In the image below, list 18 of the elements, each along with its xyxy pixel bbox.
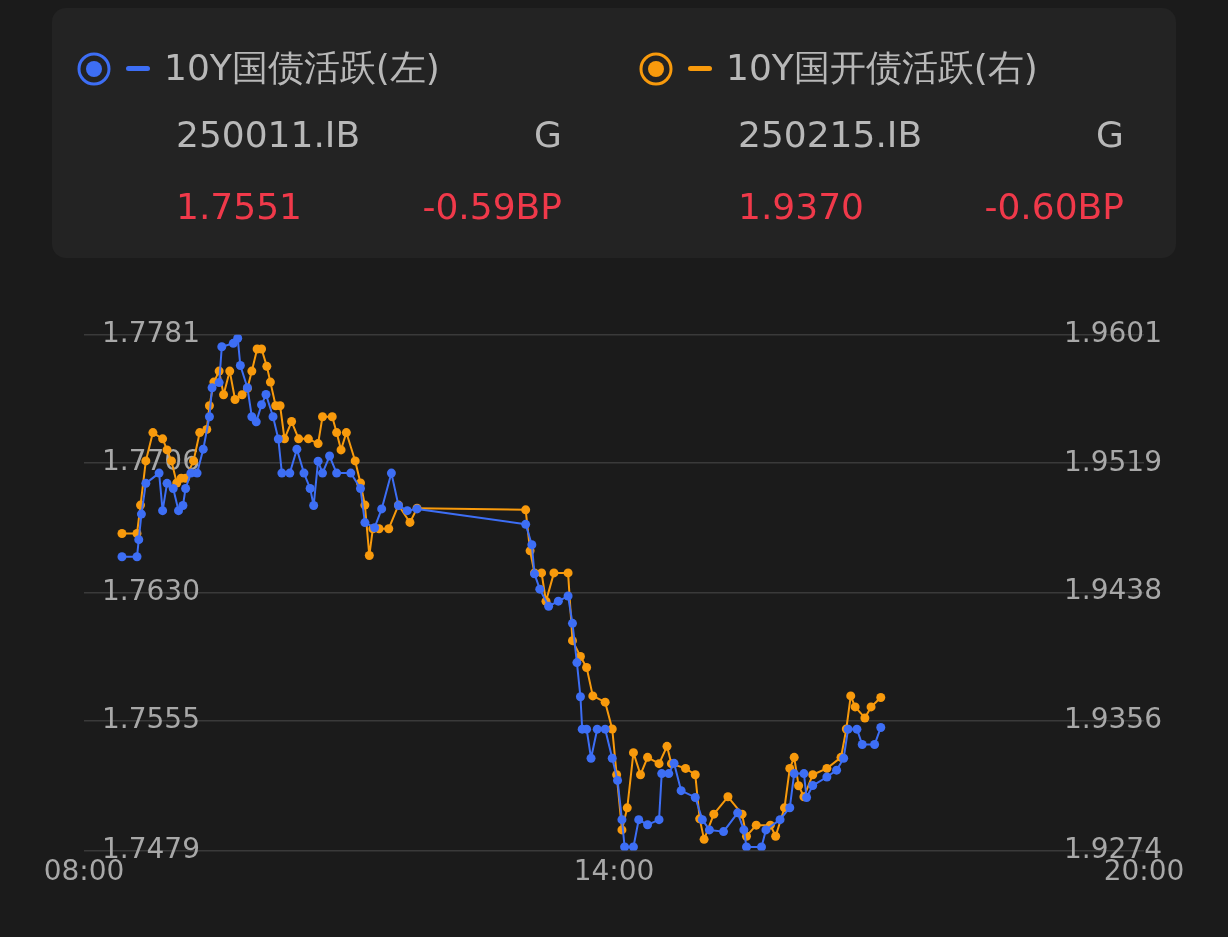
x-tick-label: 14:00 — [573, 854, 655, 888]
y-tick-label: 1.7555 — [102, 701, 200, 735]
text: 1.9370 — [738, 186, 864, 227]
y2-tick-label: 1.9356 — [1064, 702, 1162, 736]
text: G — [534, 114, 562, 155]
text: -0.60BP — [984, 186, 1124, 227]
y-tick-label: 1.7781 — [102, 316, 200, 350]
legend-label: 10Y国债活跃(左) — [164, 46, 440, 90]
legend-label: 10Y国开债活跃(右) — [726, 46, 1038, 90]
text: G — [1096, 114, 1124, 155]
y2-tick-label: 1.9438 — [1064, 573, 1162, 607]
text: 1.7551 — [176, 186, 302, 227]
text: 250011.IB — [176, 114, 361, 155]
text: -0.59BP — [422, 186, 562, 227]
y2-tick-label: 1.9519 — [1064, 445, 1162, 479]
text: 250215.IB — [738, 114, 923, 155]
y2-tick-label: 1.9601 — [1064, 316, 1162, 350]
y-tick-label: 1.7630 — [102, 573, 200, 607]
